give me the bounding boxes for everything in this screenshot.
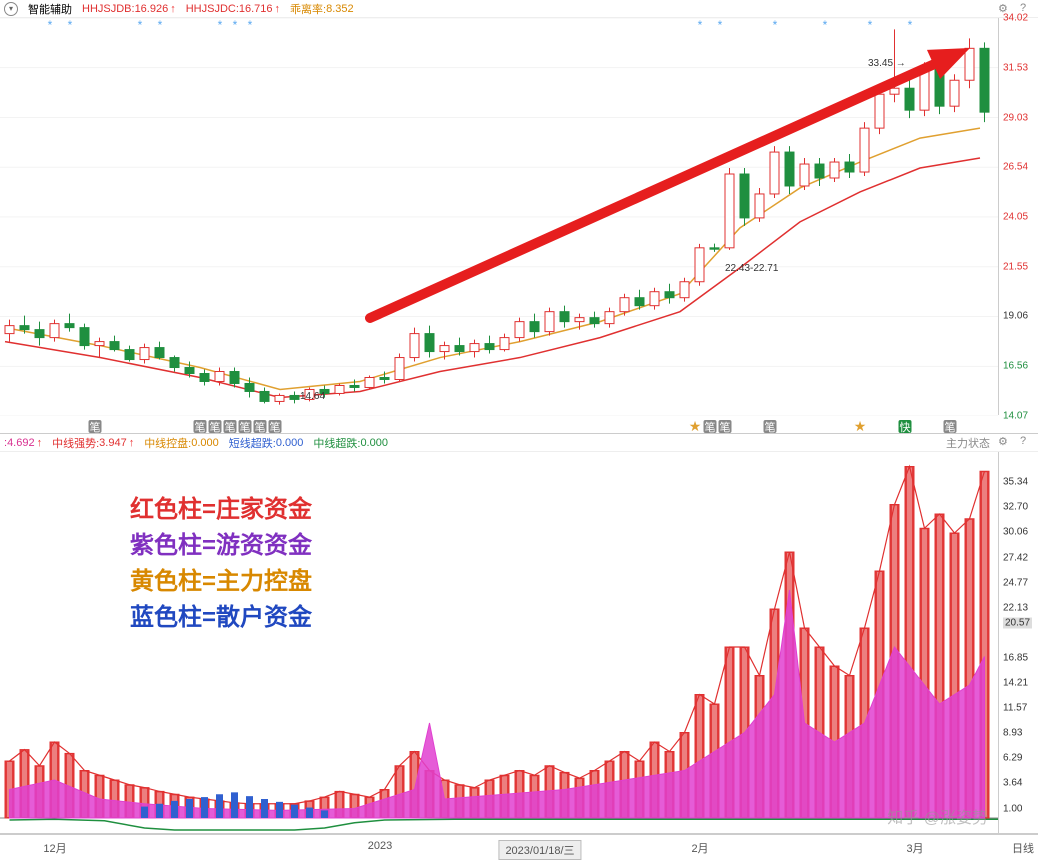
bottom-indicator-bar: :4.692↑ 中线强势:3.947↑ 中线控盘:0.000 短线超跌:0.00… (0, 434, 1038, 452)
legend-blue: 蓝色柱=散户资金 (130, 600, 312, 636)
price-axis: 34.0231.5329.0326.5424.0521.5519.0616.56… (998, 18, 1038, 415)
menu-label[interactable]: 智能辅助 (28, 1, 72, 17)
value-axis: 35.3432.7030.0627.4224.7722.1320.5716.85… (998, 452, 1038, 833)
indicator-mid-strong: 中线强势:3.947↑ (52, 435, 134, 451)
indicator-0: :4.692↑ (4, 437, 42, 449)
volume-panel: :4.692↑ 中线强势:3.947↑ 中线控盘:0.000 短线超跌:0.00… (0, 434, 1038, 834)
indicator-short-oversold: 短线超跌:0.000 (229, 435, 304, 451)
capital-flow-chart[interactable]: 红色柱=庄家资金 紫色柱=游资资金 黄色柱=主力控盘 蓝色柱=散户资金 知乎 @… (0, 452, 998, 833)
legend-purple: 紫色柱=游资资金 (130, 528, 312, 564)
marker-row: 笔笔笔笔笔笔笔★笔笔笔★快笔 (0, 415, 998, 433)
right-label: 主力状态 (946, 435, 990, 451)
timeframe-label[interactable]: 日线 (1012, 840, 1034, 856)
indicator-hhjsjdc: HHJSJDC:16.716↑ (186, 3, 280, 15)
candlestick-chart[interactable]: 14.6422.43-22.7133.45 → (0, 18, 998, 415)
current-date[interactable]: 2023/01/18/三 (498, 840, 581, 860)
help-icon[interactable]: ? (1020, 435, 1034, 449)
indicator-hhjsjdb: HHJSJDB:16.926↑ (82, 3, 176, 15)
time-axis: 12月 2023 2023/01/18/三 2月 3月 日线 (0, 834, 1038, 859)
top-indicator-bar: ▾ 智能辅助 HHJSJDB:16.926↑ HHJSJDC:16.716↑ 乖… (0, 0, 1038, 18)
legend-red: 红色柱=庄家资金 (130, 492, 312, 528)
indicator-mid-oversold: 中线超跌:0.000 (313, 435, 388, 451)
time-tick: 2023 (368, 840, 392, 852)
indicator-mid-control: 中线控盘:0.000 (144, 435, 219, 451)
time-tick: 2月 (691, 840, 708, 856)
legend-box: 红色柱=庄家资金 紫色柱=游资资金 黄色柱=主力控盘 蓝色柱=散户资金 (130, 492, 312, 636)
legend-yellow: 黄色柱=主力控盘 (130, 564, 312, 600)
indicator-deviation: 乖离率:8.352 (290, 1, 354, 17)
gear-icon[interactable]: ⚙ (998, 435, 1012, 449)
time-tick: 3月 (906, 840, 923, 856)
watermark: 知乎 @涨姿势 (887, 804, 988, 828)
dropdown-icon[interactable]: ▾ (4, 2, 18, 16)
time-tick: 12月 (43, 840, 66, 856)
candlestick-panel: ▾ 智能辅助 HHJSJDB:16.926↑ HHJSJDC:16.716↑ 乖… (0, 0, 1038, 434)
